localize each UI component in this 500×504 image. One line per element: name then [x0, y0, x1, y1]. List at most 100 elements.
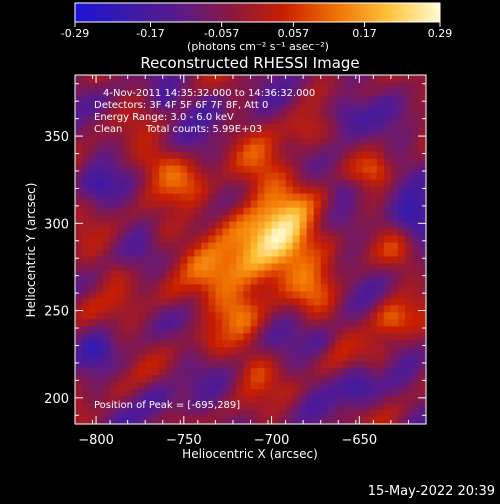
heatmap-cell: [236, 410, 245, 418]
heatmap-cell: [348, 158, 357, 167]
heatmap-cell: [278, 263, 287, 272]
heatmap-cell: [264, 389, 273, 397]
heatmap-cell: [418, 291, 427, 299]
heatmap-cell: [418, 130, 427, 139]
heatmap-cell: [390, 347, 399, 355]
heatmap-cell: [208, 235, 216, 244]
annotation-detectors: Detectors: 3F 4F 5F 6F 7F 8F, Att 0: [94, 100, 268, 111]
heatmap-cell: [411, 158, 420, 167]
heatmap-cell: [320, 298, 329, 306]
heatmap-cell: [180, 389, 188, 397]
heatmap-cell: [362, 361, 371, 369]
heatmap-cell: [313, 172, 322, 181]
heatmap-cell: [145, 172, 153, 181]
heatmap-cell: [103, 109, 111, 118]
heatmap-cell: [208, 186, 216, 195]
heatmap-cell: [201, 186, 209, 195]
heatmap-cell: [201, 116, 209, 125]
heatmap-cell: [236, 137, 245, 146]
heatmap-cell: [376, 326, 385, 334]
heatmap-cell: [215, 291, 224, 299]
heatmap-cell: [152, 81, 160, 90]
heatmap-cell: [89, 270, 97, 279]
heatmap-cell: [348, 102, 357, 111]
heatmap-cell: [299, 270, 308, 279]
heatmap-cell: [376, 270, 385, 279]
heatmap-cell: [299, 347, 308, 355]
heatmap-cell: [341, 284, 350, 292]
heatmap-cell: [418, 109, 427, 118]
heatmap-cell: [82, 270, 90, 279]
heatmap-cell: [138, 144, 146, 153]
heatmap-cell: [334, 410, 343, 418]
heatmap-cell: [313, 102, 322, 111]
heatmap-cell: [89, 179, 97, 188]
heatmap-cell: [390, 221, 399, 230]
heatmap-cell: [320, 249, 329, 258]
heatmap-cell: [341, 228, 350, 237]
heatmap-cell: [124, 361, 132, 369]
heatmap-cell: [82, 214, 90, 223]
heatmap-cell: [222, 193, 231, 202]
heatmap-cell: [131, 130, 139, 139]
heatmap-cell: [369, 305, 378, 313]
heatmap-cell: [341, 417, 350, 425]
heatmap-cell: [313, 130, 322, 139]
heatmap-cell: [278, 375, 287, 383]
heatmap-cell: [355, 235, 364, 244]
heatmap-cell: [222, 298, 231, 306]
heatmap-cell: [257, 151, 266, 160]
heatmap-cell: [138, 221, 146, 230]
heatmap-cell: [152, 158, 160, 167]
heatmap-cell: [180, 179, 188, 188]
heatmap-cell: [89, 389, 97, 397]
heatmap-cell: [173, 368, 181, 376]
heatmap-cell: [82, 186, 90, 195]
heatmap-cell: [131, 172, 139, 181]
heatmap-cell: [369, 354, 378, 362]
heatmap-cell: [75, 165, 83, 174]
heatmap-cell: [369, 235, 378, 244]
heatmap-cell: [124, 263, 132, 272]
heatmap-cell: [397, 81, 406, 90]
heatmap-cell: [306, 277, 315, 285]
heatmap-cell: [327, 333, 336, 341]
heatmap-cell: [376, 249, 385, 258]
heatmap-cell: [173, 375, 181, 383]
heatmap-cell: [194, 375, 202, 383]
heatmap-cell: [215, 347, 224, 355]
heatmap-cell: [180, 123, 188, 132]
heatmap-cell: [222, 410, 231, 418]
heatmap-cell: [327, 123, 336, 132]
heatmap-cell: [348, 410, 357, 418]
heatmap-cell: [110, 249, 118, 258]
heatmap-cell: [327, 382, 336, 390]
heatmap-cell: [250, 410, 259, 418]
heatmap-cell: [383, 417, 392, 425]
heatmap-cell: [383, 347, 392, 355]
heatmap-cell: [145, 81, 153, 90]
heatmap-cell: [376, 200, 385, 209]
heatmap-cell: [124, 235, 132, 244]
heatmap-cell: [138, 347, 146, 355]
heatmap-cell: [411, 326, 420, 334]
heatmap-cell: [341, 270, 350, 279]
heatmap-cell: [341, 81, 350, 90]
heatmap-cell: [117, 75, 125, 83]
heatmap-cell: [229, 249, 238, 258]
heatmap-cell: [362, 403, 371, 411]
heatmap-cell: [152, 403, 160, 411]
heatmap-cell: [166, 389, 174, 397]
heatmap-cell: [250, 312, 259, 320]
heatmap-cell: [418, 95, 427, 104]
heatmap-cell: [229, 207, 238, 216]
heatmap-cell: [390, 284, 399, 292]
heatmap-cell: [152, 340, 160, 348]
heatmap-cell: [390, 158, 399, 167]
heatmap-cell: [110, 207, 118, 216]
heatmap-cell: [236, 165, 245, 174]
heatmap-cell: [369, 270, 378, 279]
heatmap-cell: [362, 312, 371, 320]
heatmap-cell: [411, 172, 420, 181]
heatmap-cell: [285, 200, 294, 209]
